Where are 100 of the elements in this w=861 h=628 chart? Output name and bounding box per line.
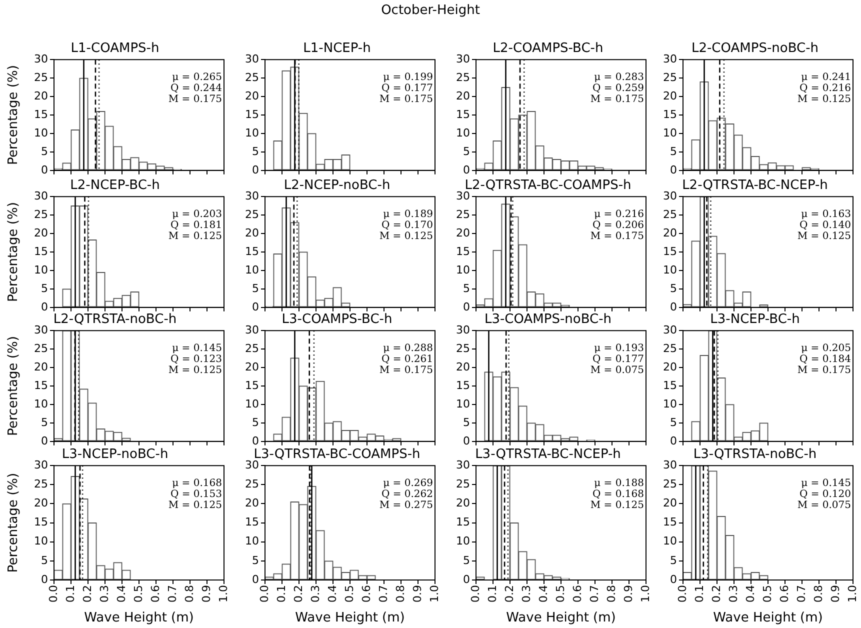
- x-tick-label: 0.9: [828, 585, 842, 602]
- chart-title: L3-COAMPS-BC-h: [282, 312, 392, 328]
- x-tick-label: 0.3: [308, 585, 322, 602]
- x-axis-title: Wave Height (m): [295, 610, 405, 626]
- annotation: μ = 0.288: [383, 343, 433, 354]
- x-tick-label: 1.0: [846, 585, 859, 602]
- chart-title: L3-NCEP-noBC-h: [62, 447, 168, 462]
- text: October-Height: [380, 3, 481, 18]
- x-tick-label: 0.0: [46, 585, 60, 602]
- y-tick-label: 25: [663, 342, 677, 355]
- x-tick-label: 1.0: [216, 585, 230, 602]
- x-tick-label: 0.4: [326, 585, 339, 602]
- annotation: μ = 0.188: [594, 478, 644, 490]
- x-tick-label: 0.7: [376, 585, 390, 602]
- annotation: M = 0.175: [379, 94, 433, 106]
- y-tick-label: 25: [663, 478, 677, 491]
- y-tick-label: 15: [663, 108, 677, 121]
- annotation: Q = 0.140: [799, 220, 851, 232]
- y-tick-label: 15: [34, 244, 48, 258]
- y-tick-label: 0: [252, 572, 259, 586]
- annotation: μ = 0.283: [594, 72, 644, 84]
- chart-title: L2-QTRSTA-BC-NCEP-h: [682, 178, 828, 194]
- x-tick-label: 0.2: [502, 585, 516, 602]
- y-tick-label: 15: [34, 108, 48, 121]
- annotation: μ = 0.216: [594, 209, 644, 220]
- annotation: μ = 0.193: [594, 343, 644, 354]
- annotation: Q = 0.170: [381, 220, 433, 232]
- annotation: μ = 0.199: [383, 72, 433, 84]
- y-tick-label: 0: [670, 300, 677, 314]
- y-tick-label: 5: [670, 144, 677, 158]
- y-tick-label: 30: [34, 189, 48, 202]
- y-tick-label: 0: [670, 434, 677, 448]
- x-tick-label: 0.7: [794, 585, 808, 602]
- chart-title: L3-COAMPS-noBC-h: [484, 312, 612, 328]
- annotation: Q = 0.120: [799, 489, 851, 500]
- y-tick-label: 25: [34, 342, 48, 355]
- chart-title: L2-QTRSTA-noBC-h: [53, 312, 177, 328]
- y-tick-label: 20: [34, 360, 48, 374]
- x-tick-label: 0.5: [342, 585, 356, 602]
- y-tick-label: 20: [663, 496, 677, 510]
- y-tick-label: 5: [252, 282, 259, 295]
- y-tick-label: 30: [245, 52, 259, 66]
- annotation: Q = 0.244: [170, 83, 222, 94]
- y-tick-label: 0: [463, 434, 470, 448]
- annotation: μ = 0.163: [801, 209, 851, 220]
- x-tick-label: 0.2: [80, 585, 94, 602]
- x-tick-label: 0.1: [486, 585, 499, 602]
- y-tick-label: 30: [456, 52, 470, 66]
- y-tick-label: 30: [663, 189, 677, 202]
- y-tick-label: 15: [663, 378, 677, 392]
- annotation: M = 0.075: [590, 365, 644, 376]
- y-tick-label: 5: [41, 416, 48, 429]
- chart-title: L2-COAMPS-noBC-h: [691, 41, 819, 56]
- x-tick-label: 0.4: [744, 585, 757, 602]
- y-tick-label: 10: [663, 126, 677, 140]
- x-tick-label: 0.8: [394, 585, 407, 602]
- y-tick-label: 10: [34, 263, 48, 276]
- annotation: M = 0.125: [797, 94, 851, 106]
- x-tick-label: 0.6: [360, 585, 373, 602]
- y-tick-label: 25: [34, 478, 48, 491]
- y-tick-label: 5: [252, 554, 259, 567]
- y-tick-label: 5: [463, 554, 470, 567]
- annotation: M = 0.125: [168, 365, 222, 376]
- annotation: μ = 0.145: [172, 343, 222, 354]
- annotation: Q = 0.259: [592, 83, 644, 94]
- y-tick-label: 15: [456, 378, 470, 392]
- y-tick-label: 5: [41, 282, 48, 295]
- x-tick-label: 0.1: [692, 585, 706, 602]
- y-tick-label: 30: [663, 323, 677, 336]
- y-tick-label: 15: [663, 516, 677, 529]
- y-axis-title: Percentage (%): [6, 472, 22, 573]
- annotation: μ = 0.269: [383, 478, 433, 490]
- y-tick-label: 0: [463, 163, 470, 176]
- annotation: M = 0.125: [379, 231, 433, 242]
- annotation: μ = 0.145: [801, 478, 851, 490]
- x-tick-label: 0.3: [520, 585, 533, 602]
- x-tick-label: 0.5: [760, 585, 774, 602]
- y-tick-label: 15: [456, 244, 470, 258]
- y-tick-label: 5: [670, 282, 677, 295]
- y-tick-label: 20: [34, 226, 48, 240]
- y-tick-label: 20: [245, 496, 259, 510]
- y-tick-label: 20: [663, 89, 677, 102]
- y-tick-label: 20: [663, 226, 677, 240]
- y-tick-label: 0: [41, 163, 48, 176]
- y-tick-label: 5: [670, 416, 677, 429]
- y-tick-label: 15: [245, 108, 259, 121]
- y-tick-label: 30: [245, 189, 259, 202]
- x-tick-label: 0.3: [726, 585, 740, 602]
- y-axis-title: Percentage (%): [6, 65, 22, 165]
- y-tick-label: 0: [41, 300, 48, 314]
- chart-title: L3-QTRSTA-noBC-h: [693, 447, 817, 462]
- x-tick-label: 0.8: [182, 585, 196, 602]
- annotation: Q = 0.168: [592, 489, 644, 500]
- annotation: μ = 0.203: [172, 209, 222, 220]
- y-tick-label: 10: [34, 534, 48, 548]
- annotation: Q = 0.216: [799, 83, 851, 94]
- annotation: Q = 0.261: [381, 354, 433, 366]
- x-axis-title: Wave Height (m): [506, 610, 616, 626]
- y-tick-label: 5: [41, 144, 48, 158]
- y-tick-label: 30: [456, 189, 470, 202]
